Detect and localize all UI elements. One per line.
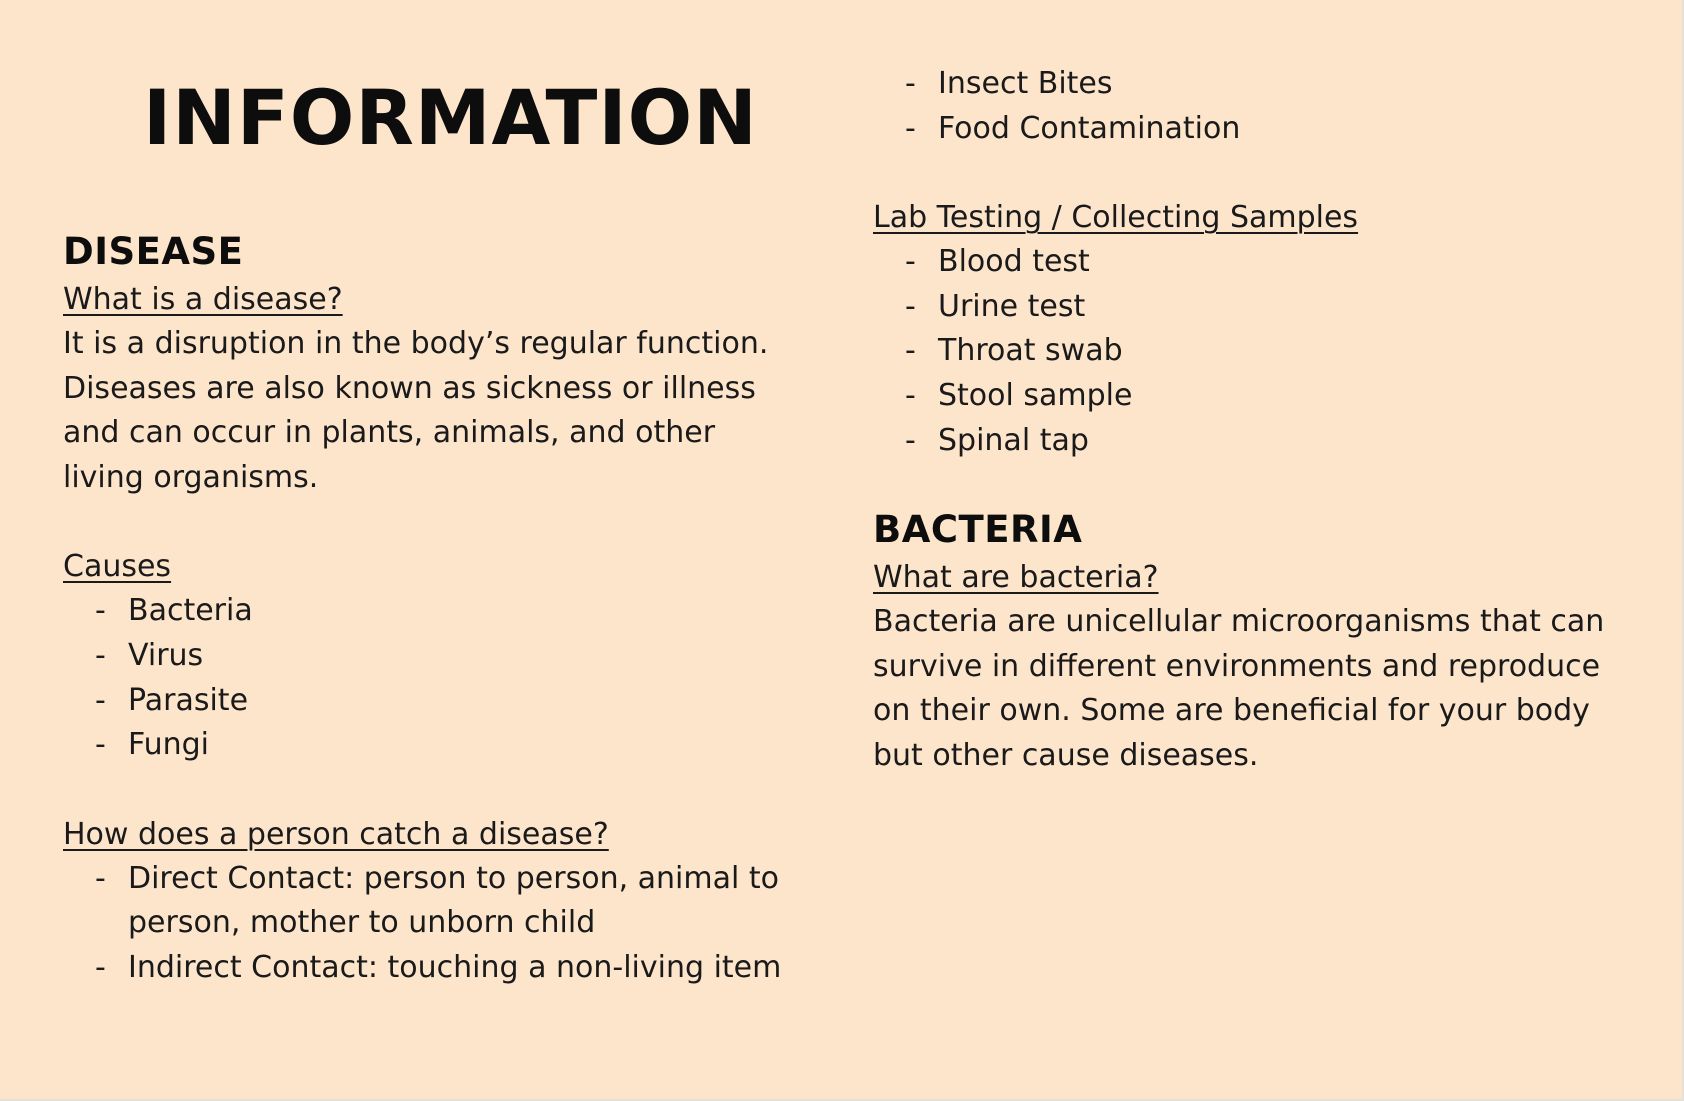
page-title: INFORMATION	[143, 73, 758, 162]
bacteria-heading: BACTERIA	[873, 508, 1083, 552]
causes-label: Causes	[63, 549, 172, 585]
list-item: Stool sample	[873, 374, 1633, 419]
what-are-bacteria-label: What are bacteria?	[873, 560, 1159, 596]
list-item: Bacteria	[63, 589, 823, 634]
catch-methods-list-continued: Insect Bites Food Contamination	[873, 62, 1633, 151]
disease-heading: DISEASE	[63, 230, 244, 273]
disease-definition: It is a disruption in the body’s regular…	[63, 326, 769, 495]
lab-testing-list: Blood test Urine test Throat swab Stool …	[873, 240, 1633, 463]
left-column: DISEASE What is a disease? It is a disru…	[63, 227, 823, 991]
what-is-disease-label: What is a disease?	[63, 282, 343, 317]
list-item: Indirect Contact: touching a non-living …	[63, 946, 793, 991]
right-column: Insect Bites Food Contamination Lab Test…	[873, 62, 1633, 779]
list-item: Throat swab	[873, 329, 1633, 374]
list-item: Insect Bites	[873, 62, 1633, 107]
list-item: Direct Contact: person to person, animal…	[63, 857, 793, 946]
list-item: Virus	[63, 634, 823, 679]
lab-testing-label: Lab Testing / Collecting Samples	[873, 200, 1359, 236]
list-item: Fungi	[63, 723, 823, 768]
list-item: Parasite	[63, 679, 823, 724]
causes-list: Bacteria Virus Parasite Fungi	[63, 589, 823, 767]
list-item: Urine test	[873, 285, 1633, 330]
catch-methods-list: Direct Contact: person to person, animal…	[63, 857, 793, 991]
bacteria-definition: Bacteria are unicellular microorganisms …	[873, 604, 1605, 773]
list-item: Food Contamination	[873, 107, 1633, 152]
catch-disease-label: How does a person catch a disease?	[63, 816, 609, 852]
list-item: Blood test	[873, 240, 1633, 285]
list-item: Spinal tap	[873, 419, 1633, 464]
